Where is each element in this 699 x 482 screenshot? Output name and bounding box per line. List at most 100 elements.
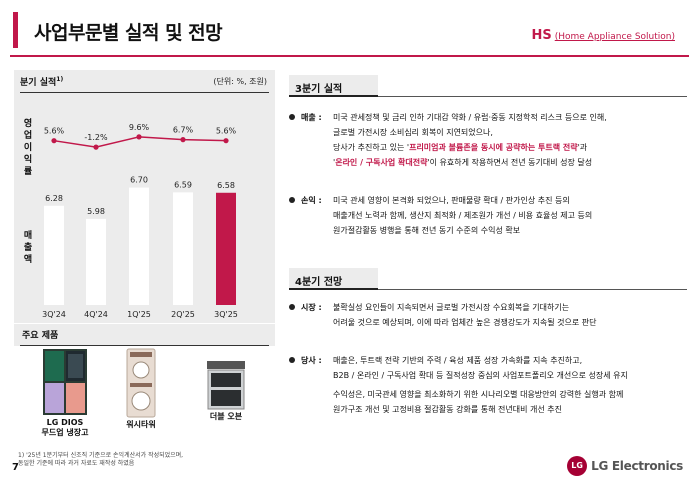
q4-company-bullet: 당사 : 매출은, 투트랙 전략 기반의 주력 / 육성 제품 성장 가속화를 …	[289, 353, 689, 419]
margin-point	[51, 138, 57, 144]
performance-header: 분기 실적1) (단위: %, 조원)	[14, 70, 275, 92]
performance-title: 분기 실적1)	[20, 76, 64, 88]
q4-market-bullet: 시장 : 불확실성 요인들이 지속되면서 글로벌 가전시장 수요회복을 기대하기…	[289, 300, 689, 332]
bullet-dot	[289, 304, 295, 310]
title-accent-bar	[13, 12, 18, 48]
margin-value-label: 5.6%	[44, 127, 65, 136]
ylabel-char: 이	[24, 141, 32, 153]
products-area: LG DIOS 무드업 냉장고 워시타워 더블 오븐	[14, 346, 275, 445]
margin-point	[180, 137, 186, 143]
product-washtower-label: 워시타워	[126, 420, 156, 429]
ylabel-char: 익	[24, 153, 32, 165]
sales-bar	[129, 187, 149, 305]
category-label: 3Q'25	[214, 310, 238, 319]
product-refrigerator: LG DIOS 무드업 냉장고	[34, 348, 96, 438]
products-title: 주요 제품	[22, 331, 59, 341]
washtower-icon	[126, 348, 156, 418]
q4-market-line-2: 어려울 것으로 예상되며, 이에 따라 업체간 높은 경쟁강도가 지속될 것으로…	[333, 318, 597, 327]
sales-bar	[173, 192, 193, 305]
q4-company-line-4: 원가구조 개선 및 고정비용 절감활동 강화를 통해 전년대비 개선 추진	[333, 405, 562, 414]
q3-sales-line-1: 미국 관세정책 및 금리 인하 기대감 약화 / 유럽·중동 지정학적 리스크 …	[333, 113, 607, 122]
margin-value-label: 5.6%	[216, 127, 237, 136]
performance-title-note: 1)	[56, 76, 64, 83]
page-number: 7	[12, 462, 19, 473]
lg-logo-icon: LG	[567, 456, 588, 476]
category-label: 1Q'25	[127, 310, 151, 319]
sales-bar	[44, 205, 64, 305]
category-label: 4Q'24	[84, 310, 108, 319]
ylabel-char: 영	[24, 117, 32, 129]
products-header	[14, 323, 275, 345]
q4-company-head: 당사 :	[301, 356, 322, 365]
q3-profit-bullet: 손익 : 미국 관세 영향이 본격화 되었으나, 판매물량 확대 / 판가인상 …	[289, 193, 689, 239]
division-code: HS	[531, 28, 552, 43]
header-divider	[10, 55, 689, 57]
q4-section-divider	[378, 289, 687, 290]
brand-name: LG Electronics	[591, 459, 683, 473]
sales-bar	[216, 192, 236, 305]
footnote-line-1: 1) '25년 1분기부터 신조직 기준으로 손익계산서가 작성되었으며,	[18, 452, 184, 459]
q3-profit-line-1: 미국 관세 영향이 본격화 되었으나, 판매물량 확대 / 판가인상 추진 등의	[333, 196, 570, 205]
refrigerator-icon	[43, 349, 87, 415]
sales-bar	[86, 218, 106, 305]
q3-profit-line-3: 원가절감활동 병행을 통해 전년 동기 수준의 수익성 확보	[333, 226, 521, 235]
footnote: 1) '25년 1분기부터 신조직 기준으로 손익계산서가 작성되었으며, 동일…	[18, 452, 183, 468]
q3-sales-line-4: '온라인 / 구독사업 확대전략'이 유효하게 작용하면서 전년 동기대비 성장…	[333, 158, 593, 167]
product-oven: 더블 오븐	[192, 360, 260, 422]
sales-value-label: 6.59	[174, 180, 192, 189]
bullet-dot	[289, 197, 295, 203]
performance-unit: (단위: %, 조원)	[213, 77, 267, 86]
brand: LG LG Electronics	[567, 456, 683, 476]
products-divider	[20, 345, 269, 346]
ylabel-char: 액	[24, 253, 32, 265]
ylabel-sales: 매출액	[24, 229, 32, 265]
product-washtower: 워시타워	[114, 348, 168, 430]
category-label: 3Q'24	[42, 310, 66, 319]
bullet-dot	[289, 357, 295, 363]
q3-profit-head: 손익 :	[301, 196, 322, 205]
q3-section-divider	[378, 96, 687, 97]
q4-company-line-1: 매출은, 투트랙 전략 기반의 주력 / 육성 제품 성장 가속화를 지속 추진…	[333, 356, 583, 365]
q4-market-line-1: 불확실성 요인들이 지속되면서 글로벌 가전시장 수요회복을 기대하기는	[333, 303, 570, 312]
q4-market-head: 시장 :	[301, 303, 322, 312]
sales-value-label: 6.28	[45, 194, 63, 203]
product-refrigerator-label-2: 무드업 냉장고	[41, 428, 89, 437]
ylabel-char: 출	[24, 241, 32, 253]
product-refrigerator-label-1: LG DIOS	[46, 418, 84, 427]
product-oven-label: 더블 오븐	[209, 412, 243, 421]
page-title: 사업부문별 실적 및 전망	[34, 22, 223, 44]
oven-icon	[207, 361, 245, 410]
ylabel-char: 업	[24, 129, 32, 141]
q3-profit-line-2: 매출개선 노력과 함께, 생산지 최적화 / 제조원가 개선 / 비용 효율성 …	[333, 211, 593, 220]
margin-point	[223, 138, 229, 144]
margin-value-label: -1.2%	[84, 133, 108, 142]
margin-point	[93, 144, 99, 150]
q3-sales-bullet: 매출 : 미국 관세정책 및 금리 인하 기대감 약화 / 유럽·중동 지정학적…	[289, 110, 689, 172]
footnote-line-2: 동일한 기준에 따라 과거 자료도 재작성 하였음	[18, 460, 135, 467]
q3-sales-line-2: 글로벌 가전시장 소비심리 회복이 지연되었으나,	[333, 128, 493, 137]
margin-value-label: 6.7%	[173, 126, 194, 135]
division-name: (Home Appliance Solution)	[554, 32, 675, 42]
margin-point	[136, 134, 142, 140]
q4-company-line-2: B2B / 온라인 / 구독사업 확대 등 질적성장 중심의 사업포트폴리오 개…	[333, 371, 628, 380]
q3-sales-line-3: 당사가 추진하고 있는 '프리미엄과 볼륨존을 동시에 공략하는 투트랙 전략'…	[333, 143, 588, 152]
q3-sales-head: 매출 :	[301, 113, 322, 122]
online-highlight: 온라인 / 구독사업 확대전략	[335, 158, 428, 167]
bullet-dot	[289, 114, 295, 120]
division-tag: HS (Home Appliance Solution)	[531, 28, 675, 43]
sales-value-label: 5.98	[87, 207, 105, 216]
q4-section-title: 4분기 전망	[289, 268, 378, 290]
category-label: 2Q'25	[171, 310, 195, 319]
margin-value-label: 9.6%	[129, 123, 150, 132]
q3-section-title: 3분기 실적	[289, 75, 378, 97]
ylabel-char: 률	[24, 165, 32, 177]
q4-company-line-3: 수익성은, 미국관세 영향을 최소화하기 위한 시나리오별 대응방안의 강력한 …	[333, 390, 624, 399]
sales-value-label: 6.70	[130, 176, 148, 185]
strategy-highlight: 프리미엄과 볼륨존을 동시에 공략하는 투트랙 전략	[409, 143, 578, 152]
sales-value-label: 6.58	[217, 181, 235, 190]
ylabel-char: 매	[24, 229, 32, 241]
performance-divider	[20, 92, 269, 93]
